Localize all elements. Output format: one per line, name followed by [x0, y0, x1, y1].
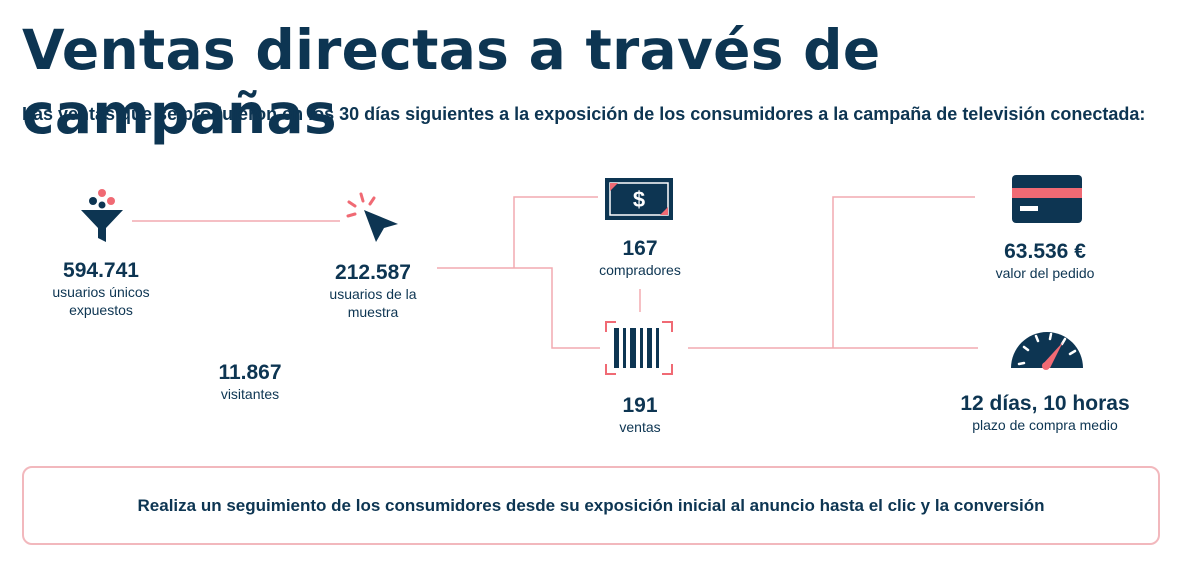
tracking-banner: Realiza un seguimiento de los consumidor…: [22, 466, 1160, 545]
stat-sales-label: ventas: [619, 419, 661, 435]
stat-sales-value: 191: [622, 394, 658, 417]
stat-exposed-label: usuarios únicos expuestos: [52, 284, 150, 318]
stat-visitors-label: visitantes: [220, 386, 280, 402]
connector-right-card: [832, 196, 975, 348]
page-subtitle: Las ventas que se produjeron en los 30 d…: [22, 104, 1146, 124]
page-title: Ventas directas a través de campañas: [22, 18, 881, 146]
stat-sample-label: usuarios de la muestra: [329, 286, 417, 320]
stat-sample-value: 212.587: [335, 261, 411, 284]
funnel-icon: [81, 189, 123, 242]
stat-sales: 191 ventas: [580, 394, 700, 436]
connector-sample-split: [437, 267, 600, 349]
stat-purchase-time: 12 días, 10 horas plazo de compra medio: [935, 392, 1155, 434]
barcode-icon: [605, 321, 673, 375]
stat-visitors-value: 11.867: [218, 361, 282, 384]
stat-order-value-value: 63.536 €: [1004, 240, 1086, 263]
credit-card-icon: [1012, 175, 1082, 223]
stat-sample: 212.587 usuarios de la muestra: [303, 261, 443, 321]
speedometer-icon: [1011, 332, 1083, 370]
connector-split-buyers: [513, 196, 598, 268]
cursor-click-icon: [346, 192, 398, 242]
stat-purchase-time-value: 12 días, 10 horas: [960, 392, 1130, 415]
stat-order-value-label: valor del pedido: [995, 265, 1095, 281]
stat-order-value: 63.536 € valor del pedido: [970, 240, 1120, 282]
stat-buyers-label: compradores: [599, 262, 681, 278]
tracking-banner-text: Realiza un seguimiento de los consumidor…: [137, 495, 1045, 515]
dollar-bill-icon: $: [605, 178, 673, 220]
stat-visitors: 11.867 visitantes: [190, 361, 310, 403]
stat-exposed: 594.741 usuarios únicos expuestos: [30, 259, 172, 319]
svg-text:$: $: [633, 187, 645, 212]
stat-purchase-time-label: plazo de compra medio: [972, 417, 1118, 433]
stat-buyers-value: 167: [622, 237, 658, 260]
stat-buyers: 167 compradores: [580, 237, 700, 279]
stat-exposed-value: 594.741: [63, 259, 139, 282]
